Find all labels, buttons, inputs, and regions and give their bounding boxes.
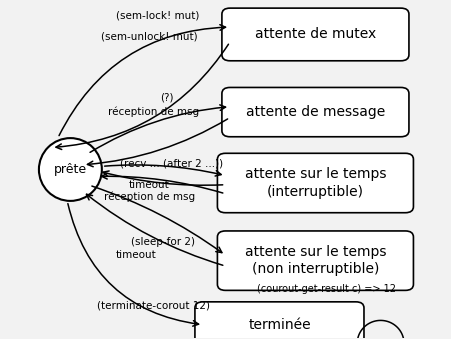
Text: réception de msg: réception de msg [108,106,199,117]
Text: timeout: timeout [115,250,156,260]
Text: timeout: timeout [129,180,170,190]
Text: (sem-unlock! mut): (sem-unlock! mut) [101,31,198,41]
FancyBboxPatch shape [222,87,409,137]
Text: réception de msg: réception de msg [103,191,195,202]
Text: (?): (?) [160,93,174,103]
Text: (terminate-corout 12): (terminate-corout 12) [97,300,210,310]
Text: attente sur le temps
(interruptible): attente sur le temps (interruptible) [245,167,386,199]
FancyBboxPatch shape [195,302,364,339]
FancyBboxPatch shape [217,231,414,291]
FancyBboxPatch shape [222,8,409,61]
FancyBboxPatch shape [217,153,414,213]
Text: attente de mutex: attente de mutex [255,27,376,41]
Text: (sleep-for 2): (sleep-for 2) [130,237,194,247]
Text: prête: prête [54,163,87,176]
Text: (sem-lock! mut): (sem-lock! mut) [116,11,200,21]
Ellipse shape [39,138,102,201]
Text: attente sur le temps
(non interruptible): attente sur le temps (non interruptible) [245,245,386,276]
Text: terminée: terminée [248,318,311,332]
Text: (recv ... (after 2 ...)): (recv ... (after 2 ...)) [120,158,223,168]
Text: (courout-get-result c) => 12: (courout-get-result c) => 12 [258,284,396,294]
Text: attente de message: attente de message [246,105,385,119]
